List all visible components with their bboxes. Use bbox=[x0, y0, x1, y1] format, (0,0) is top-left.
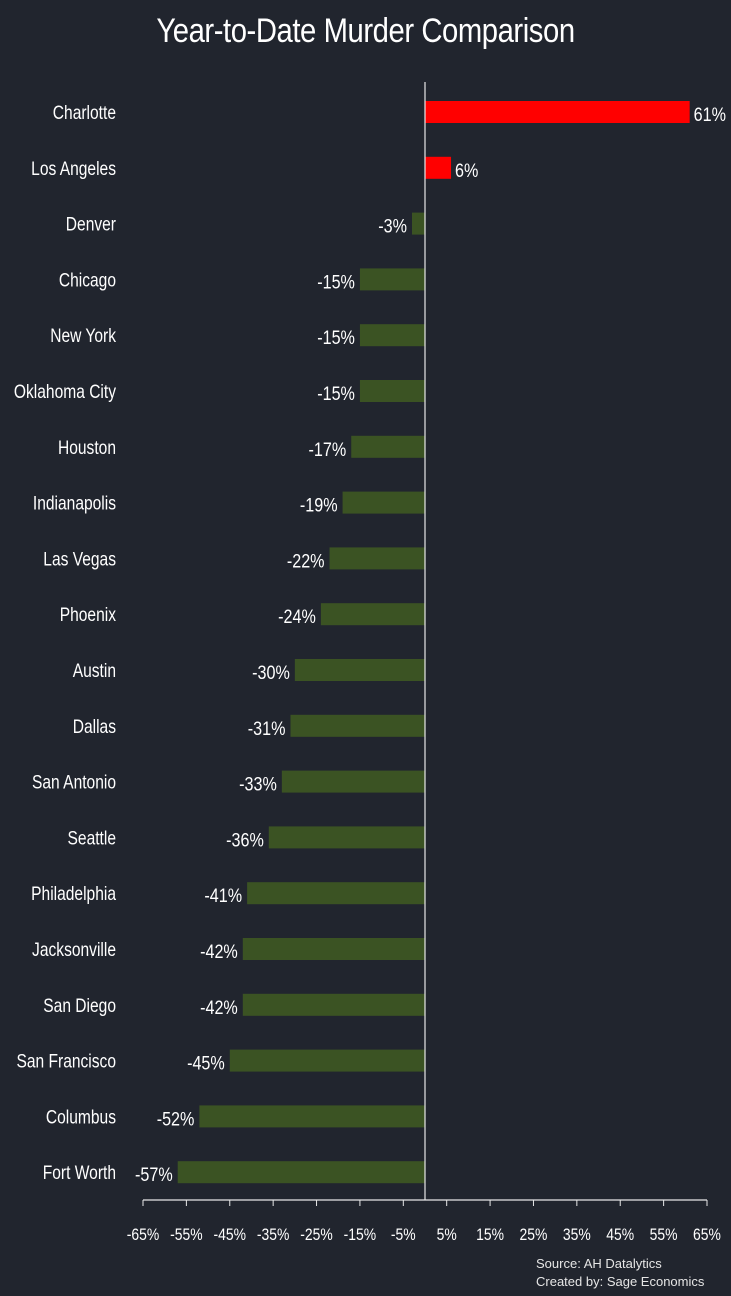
category-label: Las Vegas bbox=[43, 548, 116, 570]
bar bbox=[320, 603, 425, 626]
bar bbox=[359, 324, 425, 347]
category-label: Dallas bbox=[73, 715, 117, 737]
bar bbox=[242, 938, 425, 960]
bar bbox=[199, 1105, 425, 1128]
x-tick-label: -25% bbox=[300, 1226, 333, 1245]
value-label: -52% bbox=[157, 1108, 195, 1130]
category-label: Austin bbox=[73, 660, 116, 682]
value-label: -15% bbox=[317, 271, 355, 293]
category-label: Indianapolis bbox=[33, 492, 116, 514]
x-tick-label: -35% bbox=[257, 1226, 290, 1245]
x-tick-label: -65% bbox=[127, 1226, 160, 1245]
x-tick-label: 35% bbox=[563, 1226, 591, 1245]
x-tick-label: 25% bbox=[520, 1226, 548, 1245]
x-tick-label: 65% bbox=[693, 1226, 721, 1245]
value-label: -57% bbox=[135, 1164, 173, 1186]
category-label: Philadelphia bbox=[31, 883, 116, 905]
category-label: Chicago bbox=[59, 269, 116, 291]
category-label: Seattle bbox=[68, 827, 116, 849]
bar bbox=[359, 268, 425, 291]
value-label: -19% bbox=[300, 494, 338, 516]
value-label: 6% bbox=[455, 160, 479, 182]
bar bbox=[242, 993, 425, 1016]
x-tick-label: -45% bbox=[214, 1226, 247, 1245]
x-tick-label: 55% bbox=[650, 1226, 678, 1245]
bar bbox=[177, 1161, 425, 1184]
category-label: New York bbox=[50, 325, 116, 347]
bar bbox=[294, 659, 425, 681]
bar bbox=[329, 547, 425, 570]
source-note: Source: AH Datalytics bbox=[536, 1256, 662, 1271]
value-label: -15% bbox=[317, 327, 355, 349]
bar bbox=[359, 380, 425, 402]
x-tick-label: -15% bbox=[344, 1226, 377, 1245]
category-label: Jacksonville bbox=[32, 939, 116, 961]
value-label: -31% bbox=[248, 718, 286, 740]
chart-title: Year-to-Date Murder Comparison bbox=[156, 12, 575, 50]
bar bbox=[425, 101, 690, 123]
value-label: -17% bbox=[309, 439, 347, 461]
x-tick-label: 5% bbox=[437, 1226, 457, 1245]
value-label: -41% bbox=[204, 885, 242, 907]
bar bbox=[342, 491, 425, 514]
bar bbox=[247, 882, 425, 905]
category-label: San Francisco bbox=[16, 1050, 116, 1072]
credit-note: Created by: Sage Economics bbox=[536, 1274, 705, 1289]
x-tick-label: 15% bbox=[476, 1226, 504, 1245]
value-label: -42% bbox=[200, 941, 238, 963]
value-label: -24% bbox=[278, 606, 316, 628]
category-label: Fort Worth bbox=[43, 1162, 116, 1184]
x-tick-label: 45% bbox=[606, 1226, 634, 1245]
bar bbox=[229, 1049, 425, 1072]
bar bbox=[425, 156, 452, 179]
bar bbox=[268, 826, 425, 849]
category-label: Phoenix bbox=[60, 604, 117, 626]
bar bbox=[411, 212, 425, 235]
category-label: Los Angeles bbox=[31, 157, 116, 179]
category-label: Denver bbox=[66, 213, 116, 235]
category-label: Columbus bbox=[46, 1106, 116, 1128]
x-tick-label: -55% bbox=[170, 1226, 203, 1245]
value-label: -42% bbox=[200, 997, 238, 1019]
value-label: -22% bbox=[287, 550, 325, 572]
value-label: -30% bbox=[252, 662, 290, 684]
value-label: -45% bbox=[187, 1052, 225, 1074]
value-label: -33% bbox=[239, 773, 277, 795]
category-label: Oklahoma City bbox=[14, 381, 116, 403]
bar bbox=[281, 770, 425, 793]
bar bbox=[290, 714, 425, 737]
category-label: San Diego bbox=[43, 994, 116, 1016]
value-label: -36% bbox=[226, 829, 264, 851]
bar bbox=[351, 435, 425, 458]
category-label: Charlotte bbox=[53, 102, 116, 124]
category-label: Houston bbox=[58, 436, 116, 458]
value-label: -3% bbox=[378, 215, 407, 237]
value-label: 61% bbox=[694, 104, 727, 126]
x-tick-label: -5% bbox=[391, 1226, 416, 1245]
value-label: -15% bbox=[317, 383, 355, 405]
category-label: San Antonio bbox=[32, 771, 116, 793]
